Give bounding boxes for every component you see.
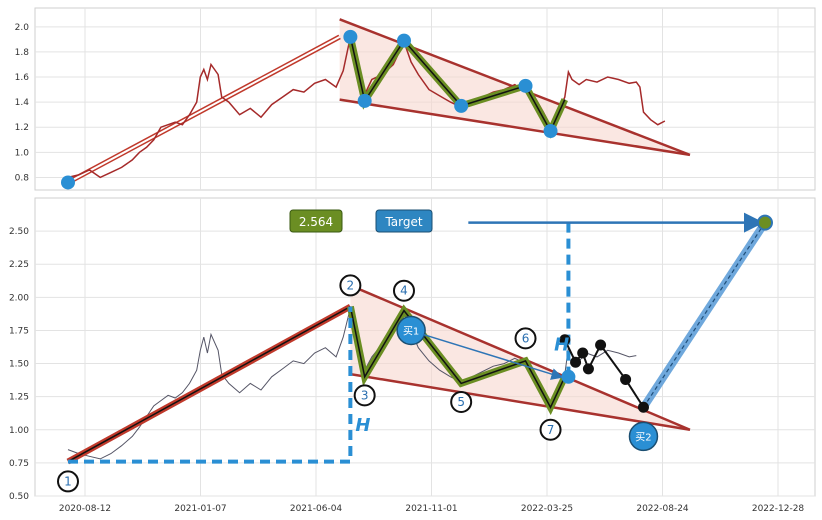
buy-points: 买1 买2 <box>396 315 659 452</box>
numbered-points: 1 2 3 4 5 6 7 <box>57 274 562 493</box>
black-path-dot <box>577 347 589 359</box>
black-path-dots <box>559 334 649 413</box>
bottom-y-tick-label: 0.75 <box>9 459 29 469</box>
value-badge: 2.564 <box>289 209 343 233</box>
buy-point-label: 买1 <box>403 325 419 337</box>
bottom-x-tick-label: 2022-12-28 <box>752 504 805 514</box>
top-grid <box>35 8 815 190</box>
top-marker-point <box>543 124 558 139</box>
bottom-zigzag-line <box>349 306 566 409</box>
numbered-point-circle <box>57 470 79 493</box>
bottom-x-tick-label: 2021-06-04 <box>290 504 343 514</box>
black-path-dot <box>620 373 632 385</box>
top-y-tick-label: 1.0 <box>15 148 30 158</box>
top-y-tick-label: 1.4 <box>15 98 30 108</box>
top-marker-point <box>61 175 75 190</box>
bottom-y-tick-label: 2.50 <box>9 227 29 237</box>
buy-point-label: 买2 <box>635 431 651 443</box>
bottom-y-tick-label: 0.50 <box>9 492 29 502</box>
numbered-point-label: 4 <box>400 284 408 298</box>
top-marker-point <box>518 78 533 93</box>
buy-point-circle <box>628 421 659 452</box>
height-dash-1 <box>68 306 353 464</box>
buy1-target-dot <box>561 369 576 384</box>
top-y-tick-label: 1.8 <box>15 48 30 58</box>
top-marker-point <box>396 33 411 48</box>
numbered-point-circle <box>514 327 537 350</box>
numbered-point-circle <box>339 274 362 297</box>
top-panel: 0.8 1.0 1.2 1.4 1.6 1.8 2.0 <box>15 7 816 191</box>
bottom-y-tick-label: 1.75 <box>9 326 29 336</box>
bottom-y-tick-label: 1.00 <box>9 426 29 436</box>
black-path-dot <box>559 334 571 346</box>
top-y-ticks: 0.8 1.0 1.2 1.4 1.6 1.8 2.0 <box>15 23 30 184</box>
numbered-point-label: 2 <box>347 278 355 292</box>
target-value-label: 2.564 <box>299 215 333 229</box>
bottom-x-tick-label: 2022-03-25 <box>521 504 573 514</box>
buy1-arrow <box>422 333 564 380</box>
bottom-panel: 0.50 0.75 1.00 1.25 1.50 1.75 2.00 2.25 2.50 202… <box>9 197 816 514</box>
numbered-point-circle <box>450 390 473 413</box>
numbered-point-label: 7 <box>547 423 555 437</box>
bottom-x-tick-label: 2022-08-24 <box>636 504 689 514</box>
h-label: H <box>355 415 370 436</box>
bottom-x-tick-label: 2020-08-12 <box>59 504 111 514</box>
numbered-point-label: 3 <box>361 388 369 402</box>
target-badge: Target <box>375 209 433 233</box>
top-y-tick-label: 0.8 <box>15 173 30 183</box>
numbered-point-circle <box>353 384 376 407</box>
numbered-point-label: 6 <box>522 331 530 345</box>
numbered-point-label: 1 <box>64 474 72 488</box>
black-path-dot <box>570 356 582 368</box>
top-y-tick-label: 1.2 <box>15 123 29 133</box>
black-path-dot <box>595 339 607 351</box>
top-markers <box>61 29 558 190</box>
numbered-point-label: 5 <box>457 395 465 409</box>
target-arrow-line <box>642 222 766 408</box>
bottom-x-tick-label: 2021-11-01 <box>405 504 457 514</box>
top-y-tick-label: 1.6 <box>15 73 30 83</box>
top-y-tick-label: 2.0 <box>15 23 30 33</box>
bottom-lower-trendline <box>350 372 691 432</box>
bottom-y-ticks: 0.50 0.75 1.00 1.25 1.50 1.75 2.00 2.25 2.50 <box>9 227 29 502</box>
bottom-trend-line-inner <box>67 305 351 463</box>
h-label: H <box>554 334 569 355</box>
bottom-y-tick-label: 2.25 <box>9 260 29 270</box>
bottom-x-ticks: 2020-08-12 2021-01-07 2021-06-04 2021-11-01… <box>59 504 805 514</box>
buy-point-circle <box>396 315 426 346</box>
h-labels: HH <box>355 334 569 436</box>
target-label: Target <box>384 215 422 229</box>
bottom-y-tick-label: 2.00 <box>9 293 29 303</box>
black-path-dot <box>637 401 649 413</box>
top-arrow-line-inner <box>67 35 341 184</box>
numbered-point-circle <box>392 279 415 302</box>
bottom-y-tick-label: 1.50 <box>9 360 29 370</box>
black-path-dot <box>582 363 594 375</box>
top-marker-point <box>454 98 469 113</box>
bottom-y-tick-label: 1.25 <box>9 393 29 403</box>
height-dashes <box>68 222 571 464</box>
bottom-x-tick-label: 2021-01-07 <box>174 504 226 514</box>
numbered-point-circle <box>539 418 562 441</box>
top-marker-point <box>357 93 372 108</box>
target-point <box>757 214 773 231</box>
top-marker-point <box>343 29 358 44</box>
top-lower-trendline <box>339 98 691 157</box>
